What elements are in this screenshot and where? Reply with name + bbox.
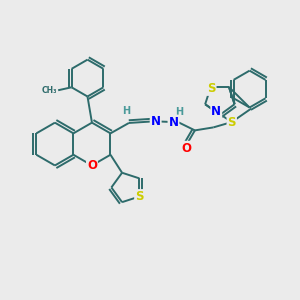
Text: H: H (122, 106, 130, 116)
Text: N: N (211, 106, 221, 118)
Text: S: S (135, 190, 144, 203)
Text: S: S (207, 82, 216, 95)
Text: S: S (227, 116, 236, 129)
Text: N: N (169, 116, 178, 129)
Text: H: H (175, 107, 183, 117)
Text: O: O (87, 159, 97, 172)
Text: O: O (182, 142, 192, 155)
Text: N: N (151, 115, 161, 128)
Text: CH₃: CH₃ (41, 86, 57, 95)
